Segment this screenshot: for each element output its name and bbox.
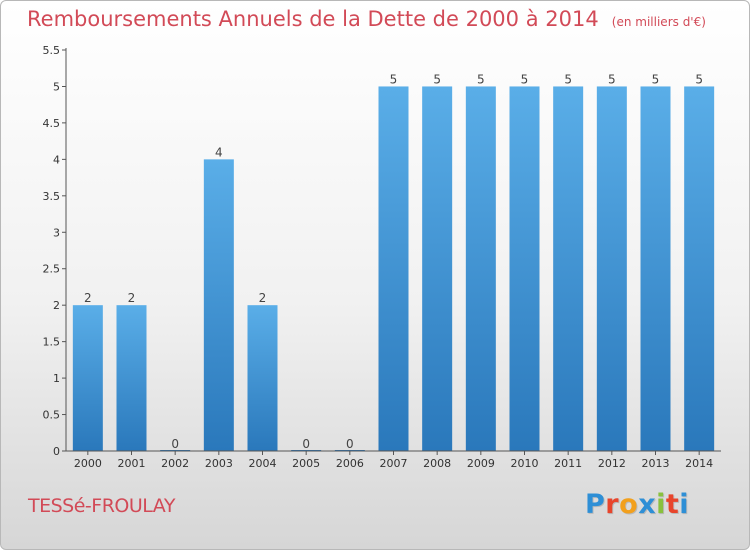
x-tick-label: 2006 bbox=[336, 457, 364, 470]
bar-2012 bbox=[596, 86, 627, 452]
value-label: 2 bbox=[259, 291, 267, 305]
y-tick-label: 0 bbox=[53, 445, 60, 458]
value-label: 0 bbox=[346, 437, 354, 451]
bar-2014 bbox=[684, 86, 715, 452]
value-label: 5 bbox=[477, 72, 485, 86]
x-tick-label: 2011 bbox=[554, 457, 582, 470]
value-label: 0 bbox=[171, 437, 179, 451]
y-tick-label: 4 bbox=[53, 153, 60, 166]
x-tick-label: 2005 bbox=[292, 457, 320, 470]
bar-2008 bbox=[422, 86, 453, 452]
value-label: 5 bbox=[695, 72, 703, 86]
bar-2007 bbox=[378, 86, 409, 452]
y-tick-label: 1.5 bbox=[43, 336, 61, 349]
value-label: 0 bbox=[302, 437, 310, 451]
value-label: 5 bbox=[608, 72, 616, 86]
bar-2004 bbox=[247, 305, 278, 451]
proxiti-logo: Proxiti bbox=[585, 489, 689, 520]
x-tick-label: 2001 bbox=[118, 457, 146, 470]
x-tick-label: 2010 bbox=[511, 457, 539, 470]
chart-unit: (en milliers d'€) bbox=[611, 15, 706, 29]
x-tick-label: 2003 bbox=[205, 457, 233, 470]
logo-letter: i bbox=[679, 489, 690, 520]
bar-2010 bbox=[509, 86, 540, 452]
bar-2009 bbox=[465, 86, 496, 452]
x-tick-label: 2012 bbox=[598, 457, 626, 470]
x-tick-label: 2009 bbox=[467, 457, 495, 470]
y-tick-label: 5.5 bbox=[43, 44, 61, 57]
value-label: 4 bbox=[215, 145, 223, 159]
x-tick-label: 2002 bbox=[161, 457, 189, 470]
y-tick-label: 3.5 bbox=[43, 190, 61, 203]
value-label: 5 bbox=[521, 72, 529, 86]
x-tick-label: 2007 bbox=[380, 457, 408, 470]
value-label: 5 bbox=[390, 72, 398, 86]
logo-letter: x bbox=[638, 489, 657, 520]
bar-2011 bbox=[553, 86, 584, 452]
y-tick-label: 3 bbox=[53, 226, 60, 239]
logo-letter: t bbox=[665, 489, 680, 520]
y-tick-label: 2 bbox=[53, 299, 60, 312]
x-tick-label: 2013 bbox=[642, 457, 670, 470]
logo-letter: i bbox=[656, 489, 666, 520]
value-label: 2 bbox=[84, 291, 92, 305]
bar-2000 bbox=[72, 305, 103, 451]
x-tick-label: 2008 bbox=[423, 457, 451, 470]
value-label: 5 bbox=[433, 72, 441, 86]
logo-letter: r bbox=[605, 489, 620, 520]
value-label: 5 bbox=[652, 72, 660, 86]
x-tick-label: 2000 bbox=[74, 457, 102, 470]
bar-2003 bbox=[203, 159, 234, 451]
y-tick-label: 4.5 bbox=[43, 117, 61, 130]
chart-title: Remboursements Annuels de la Dette de 20… bbox=[27, 7, 599, 31]
bar-2001 bbox=[116, 305, 147, 451]
x-tick-label: 2014 bbox=[685, 457, 713, 470]
y-tick-label: 0.5 bbox=[43, 409, 61, 422]
y-tick-label: 5 bbox=[53, 80, 60, 93]
commune-name: TESSé-FROULAY bbox=[28, 495, 175, 517]
value-label: 2 bbox=[128, 291, 136, 305]
value-label: 5 bbox=[564, 72, 572, 86]
bar-2013 bbox=[640, 86, 671, 452]
y-tick-label: 1 bbox=[53, 372, 60, 385]
y-tick-label: 2.5 bbox=[43, 263, 61, 276]
x-tick-label: 2004 bbox=[249, 457, 277, 470]
logo-letter: o bbox=[619, 489, 639, 520]
logo-letter: P bbox=[585, 489, 606, 520]
title-row: Remboursements Annuels de la Dette de 20… bbox=[27, 7, 706, 31]
